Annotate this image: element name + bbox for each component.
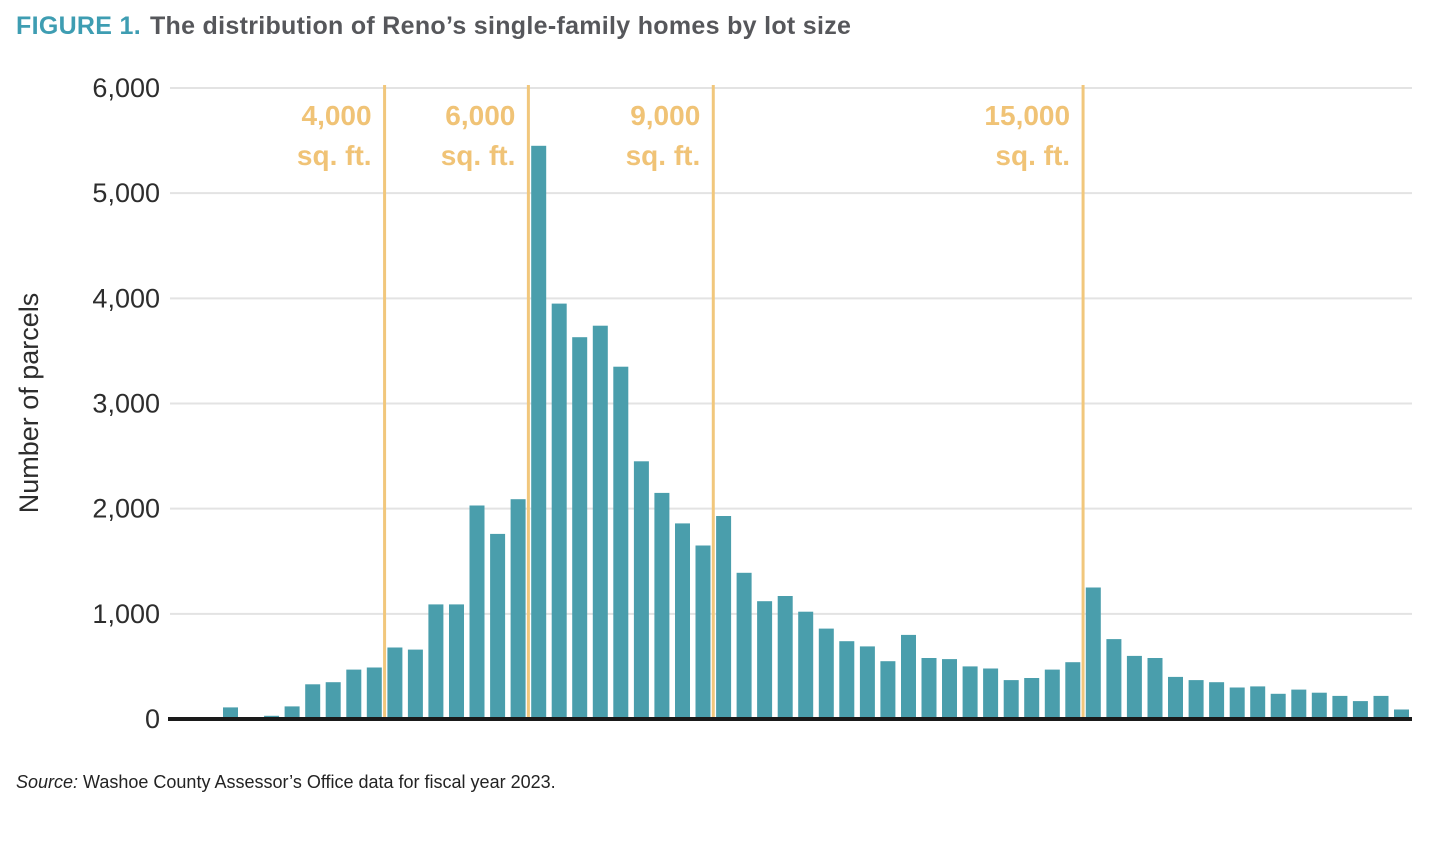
bar [469,505,485,719]
bar [1085,587,1101,719]
bar [859,646,875,719]
y-axis-title: Number of parcels [14,293,44,514]
bar [366,667,382,719]
bar [1024,678,1040,719]
bar [1106,639,1122,719]
y-axis-tick-label: 4,000 [92,283,160,313]
reference-line-label: sq. ft. [626,140,701,171]
bar [1229,687,1245,720]
bar [592,325,608,719]
bar [305,684,321,719]
bar [695,545,711,719]
bar [1352,701,1368,719]
bar [1394,709,1409,719]
bar [1332,695,1348,719]
bar [1291,689,1307,719]
bar [1188,680,1204,719]
y-axis-tick-label: 6,000 [92,73,160,103]
bar [510,499,526,719]
bar [633,461,649,719]
bar [407,649,423,719]
bar [654,492,670,719]
y-axis-tick-label: 1,000 [92,599,160,629]
bar [1250,686,1266,719]
reference-line-label: sq. ft. [297,140,372,171]
y-axis-tick-label: 2,000 [92,494,160,524]
source-label: Source: [16,772,79,792]
reference-line-label: 4,000 [302,100,372,131]
bar [572,337,588,719]
bar [736,572,752,719]
bar [1147,658,1163,719]
bar [551,303,567,719]
bar [531,145,547,720]
source-text: Washoe County Assessor’s Office data for… [83,772,556,792]
bar [1209,682,1225,719]
bar [1311,692,1327,719]
bar [901,634,916,719]
bar [346,669,362,719]
bar [880,661,896,719]
bar [1126,655,1142,719]
bar [490,533,506,719]
bar [716,516,732,719]
bar [921,658,937,719]
bar [675,523,690,719]
y-axis-tick-label: 3,000 [92,389,160,419]
bar [1373,695,1389,719]
figure-number: FIGURE 1. [16,12,141,40]
bar [1044,669,1060,719]
bar [1270,693,1286,719]
reference-line-label: 6,000 [445,100,515,131]
bar [284,706,300,719]
bar [613,366,629,719]
bar [325,682,341,719]
bar [983,668,999,719]
bar [449,604,464,719]
bar [757,601,773,719]
bar [942,659,957,719]
bar [387,647,403,719]
reference-line-label: 9,000 [630,100,700,131]
bar [818,628,834,719]
bar [1065,662,1081,719]
reference-line-label: sq. ft. [995,140,1070,171]
bar [223,707,238,719]
bar [962,666,978,719]
bar [798,611,814,719]
reference-line-label: sq. ft. [441,140,516,171]
bar-chart: 0 1,000 2,000 3,000 4,000 5,000 6,000 4,000 sq. … [14,73,1412,734]
bar [1168,676,1183,719]
y-axis-tick-label: 0 [145,704,160,734]
reference-line-label: 15,000 [984,100,1070,131]
figure-title-text: The distribution of Reno’s single-family… [149,12,852,40]
figure-title: FIGURE 1. The distribution of Reno’s sing… [16,12,851,41]
bar [428,604,444,719]
y-axis-tick-label: 5,000 [92,178,160,208]
bar [839,641,855,719]
bar [777,596,793,719]
source-note: Source: Washoe County Assessor’s Office d… [16,772,556,793]
bar [1003,680,1019,719]
